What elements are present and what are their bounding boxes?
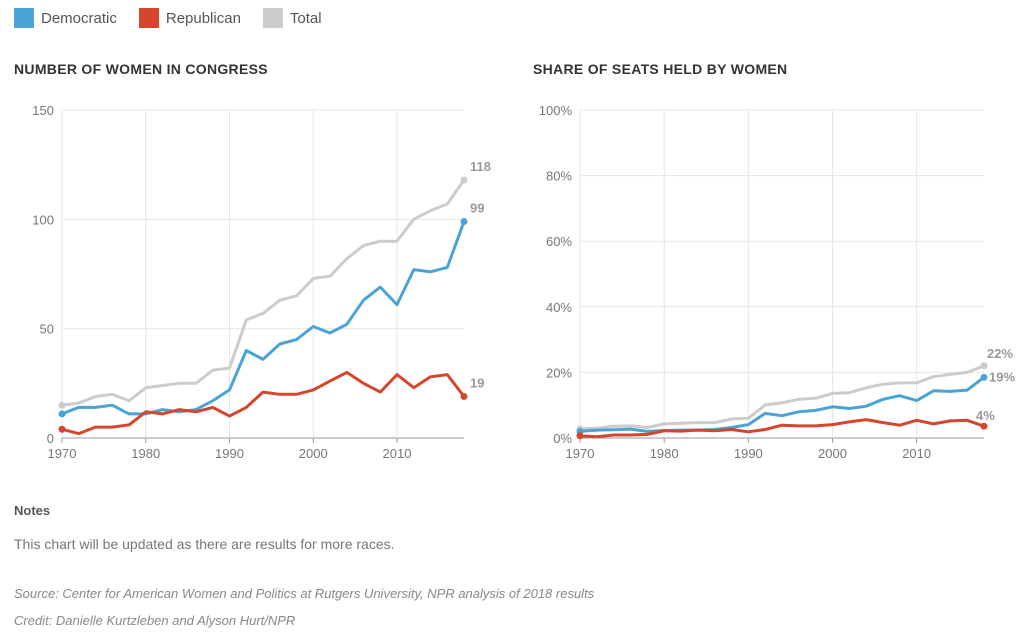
legend-label-democratic: Democratic (41, 9, 117, 27)
series-end-point-republican (980, 422, 988, 430)
y-tick-label: 0% (553, 431, 572, 446)
chart-title-number: NUMBER OF WOMEN IN CONGRESS (14, 61, 268, 77)
source-line: Source: Center for American Women and Po… (14, 586, 595, 601)
series-end-label-total: 118 (470, 159, 491, 174)
series-line-total (60, 178, 466, 407)
series-end-label-democratic: 99 (470, 201, 484, 216)
series-end-label-total: 22% (987, 346, 1013, 361)
legend: Democratic Republican Total (14, 8, 344, 28)
x-tick-label: 2010 (902, 446, 931, 461)
legend-label-total: Total (289, 9, 322, 27)
series-line-democratic (578, 375, 986, 433)
y-tick-label: 150 (32, 103, 54, 118)
series-end-point-total (980, 362, 988, 370)
series-end-label-republican: 19 (470, 375, 484, 390)
series-line-democratic (60, 220, 466, 416)
x-tick-label: 1970 (566, 446, 595, 461)
legend-item-total: Total (262, 8, 322, 28)
series-end-point-republican (460, 392, 468, 400)
series-start-point-democratic (58, 410, 66, 418)
x-tick-label: 1970 (48, 446, 77, 461)
x-tick-label: 1980 (131, 446, 160, 461)
y-tick-label: 20% (546, 365, 572, 380)
legend-label-republican: Republican (165, 9, 241, 27)
notes-heading: Notes (14, 503, 51, 518)
series-end-point-total (460, 176, 468, 184)
chart-title-share: SHARE OF SEATS HELD BY WOMEN (533, 61, 788, 77)
y-tick-label: 100% (539, 103, 573, 118)
series-end-label-republican: 4% (976, 408, 995, 423)
notes-text: This chart will be updated as there are … (14, 536, 395, 552)
series-start-point-republican (58, 425, 66, 433)
legend-swatch-democratic (14, 8, 34, 28)
x-tick-label: 2000 (818, 446, 847, 461)
x-tick-label: 1990 (215, 446, 244, 461)
series-line-republican (578, 418, 986, 439)
x-tick-label: 1980 (650, 446, 679, 461)
y-tick-label: 0 (47, 431, 54, 446)
x-tick-label: 1990 (734, 446, 763, 461)
y-tick-label: 40% (546, 300, 572, 315)
series-end-label-democratic: 19% (989, 369, 1015, 384)
series-end-point-democratic (980, 373, 988, 381)
series-line-republican (60, 370, 466, 436)
series-line-total (578, 364, 986, 431)
series-end-point-democratic (460, 218, 468, 226)
x-tick-label: 2000 (299, 446, 328, 461)
x-tick-label: 2010 (383, 446, 412, 461)
credit-line: Credit: Danielle Kurtzleben and Alyson H… (14, 613, 296, 628)
series-start-point-total (58, 401, 66, 409)
y-tick-label: 100 (32, 212, 54, 227)
y-tick-label: 50 (40, 322, 54, 337)
series-start-point-republican (576, 432, 584, 440)
y-tick-label: 60% (546, 234, 572, 249)
y-tick-label: 80% (546, 169, 572, 184)
legend-swatch-total (262, 8, 283, 28)
legend-item-democratic: Democratic (14, 8, 117, 28)
legend-item-republican: Republican (138, 8, 241, 28)
legend-swatch-republican (138, 8, 159, 28)
